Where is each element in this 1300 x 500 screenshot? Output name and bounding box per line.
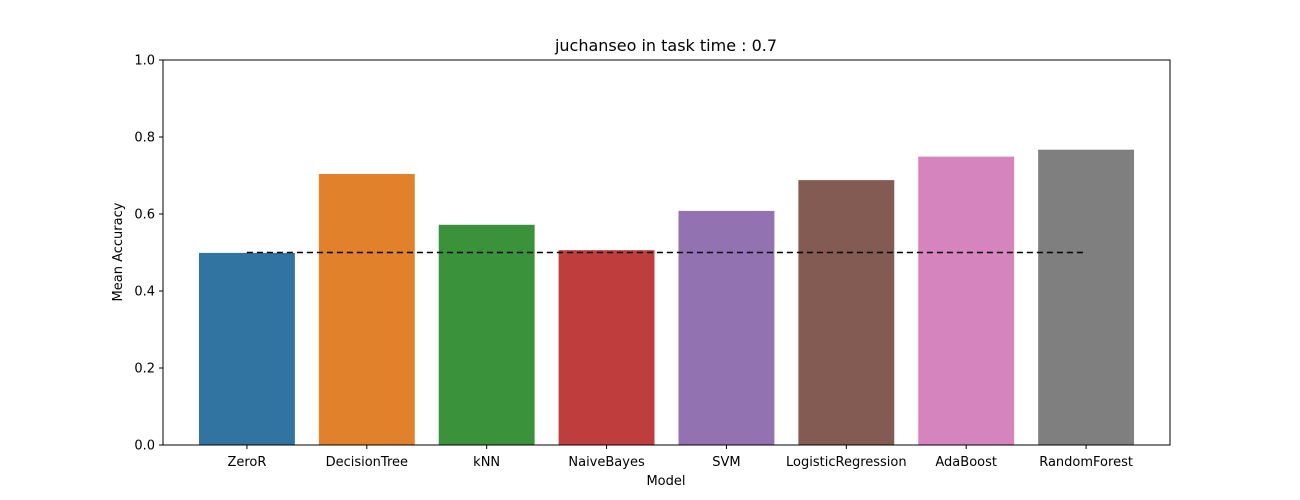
- bar-adaboost: [918, 156, 1015, 445]
- x-tick-label: kNN: [473, 455, 500, 470]
- y-tick-label: 0.6: [134, 208, 155, 223]
- x-tick-label: ZeroR: [227, 455, 266, 470]
- plot-frame: [162, 59, 1171, 446]
- y-tick-label: 0.0: [134, 439, 155, 454]
- y-tick-label: 0.2: [134, 362, 155, 377]
- bar-randomforest: [1038, 149, 1135, 445]
- x-tick-label: LogisticRegression: [786, 455, 907, 470]
- x-tick-label: DecisionTree: [326, 455, 408, 470]
- bar-knn: [438, 224, 535, 445]
- y-axis: 0.0 0.2 0.4 0.6 0.8 1.0: [134, 54, 163, 454]
- x-tick-label: SVM: [712, 455, 740, 470]
- bars-group: [198, 149, 1135, 445]
- y-tick-label: 0.8: [134, 131, 155, 146]
- y-axis-label: Mean Accuracy: [111, 202, 126, 301]
- bar-naivebayes: [558, 250, 655, 445]
- y-tick-label: 1.0: [134, 54, 155, 69]
- y-tick-label: 0.4: [134, 285, 155, 300]
- x-tick-label: NaiveBayes: [568, 455, 645, 470]
- x-tick-label: RandomForest: [1039, 455, 1133, 470]
- x-axis-label: Model: [646, 474, 685, 489]
- bar-zeror: [198, 252, 295, 445]
- bar-logisticregression: [798, 180, 895, 445]
- bar-decisiontree: [318, 173, 415, 445]
- x-axis: ZeroR DecisionTree kNN NaiveBayes SVM Logisti…: [227, 445, 1133, 470]
- chart-title: juchanseo in task time : 0.7: [554, 36, 777, 55]
- bar-svm: [678, 210, 775, 445]
- x-tick-label: AdaBoost: [935, 455, 997, 470]
